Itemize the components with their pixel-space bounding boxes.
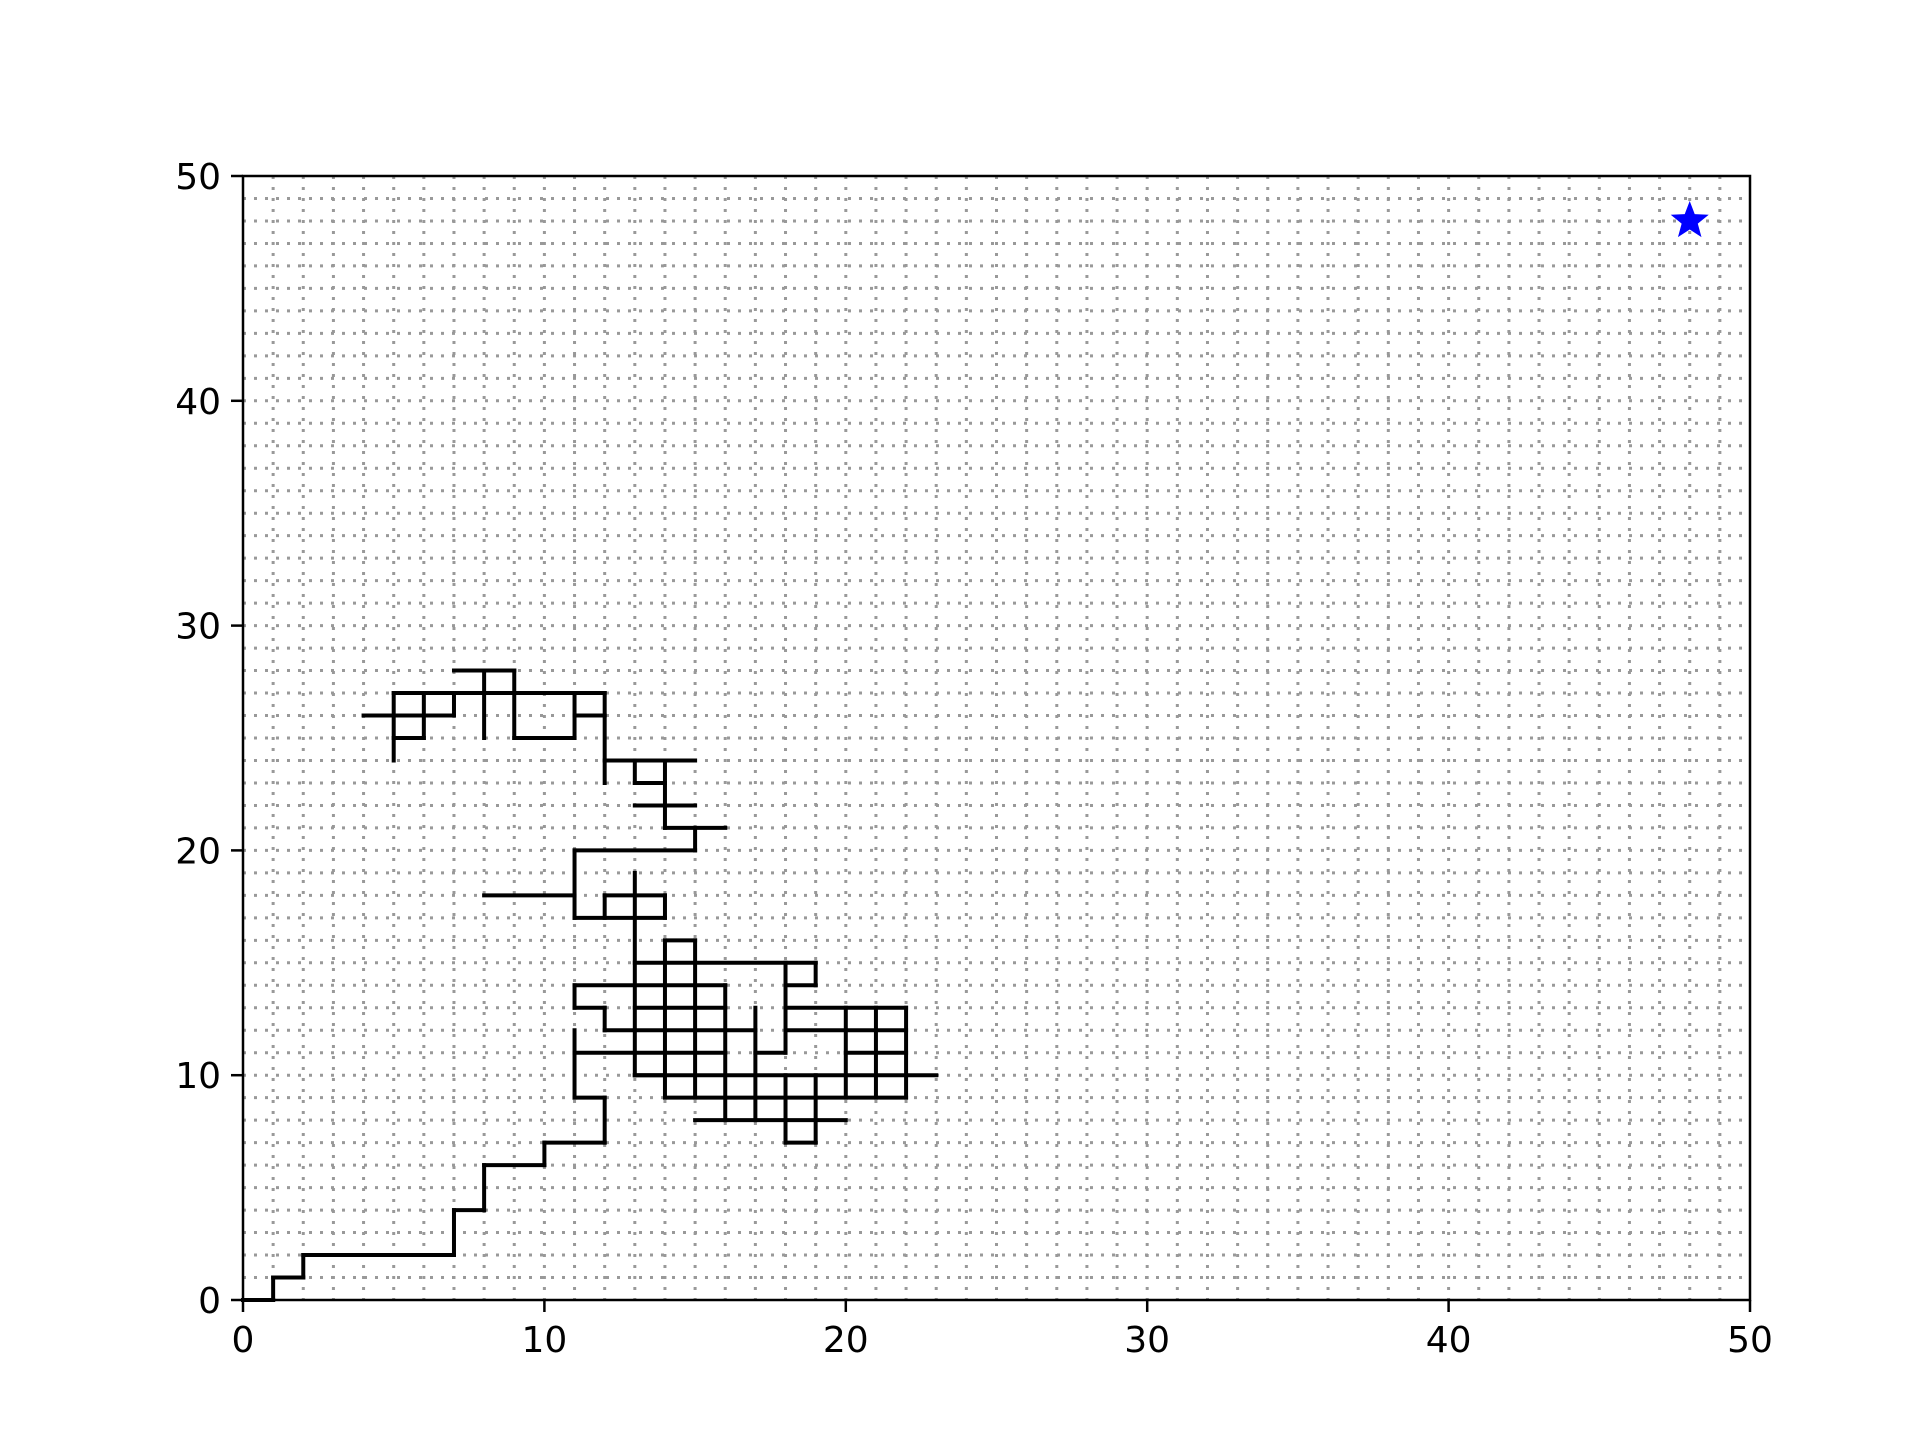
- y-tick-label: 0: [198, 1281, 221, 1322]
- x-tick-label: 50: [1727, 1320, 1773, 1361]
- goal-star-marker: [1670, 200, 1709, 238]
- y-tick-label: 40: [175, 382, 221, 423]
- goal-marker-layer: [1670, 200, 1709, 238]
- plot-area: [241, 174, 1752, 1302]
- x-tick-label: 30: [1124, 1320, 1170, 1361]
- y-tick-label: 20: [175, 831, 221, 872]
- x-tick-label: 10: [521, 1320, 567, 1361]
- y-tick-label: 10: [175, 1056, 221, 1097]
- x-tick-label: 0: [232, 1320, 255, 1361]
- axes-frame: [241, 174, 1752, 1302]
- x-tick-label: 40: [1426, 1320, 1472, 1361]
- y-tick-label: 50: [175, 157, 221, 198]
- y-tick-label: 30: [175, 607, 221, 648]
- x-tick-label: 20: [823, 1320, 869, 1361]
- grid-lines: [243, 176, 1750, 1300]
- random-walk-path: [241, 668, 939, 1302]
- x-axis-ticks: 0 10 20 30 40 50: [232, 1300, 1773, 1361]
- y-axis-ticks: 0 10 20 30 40 50: [175, 157, 243, 1322]
